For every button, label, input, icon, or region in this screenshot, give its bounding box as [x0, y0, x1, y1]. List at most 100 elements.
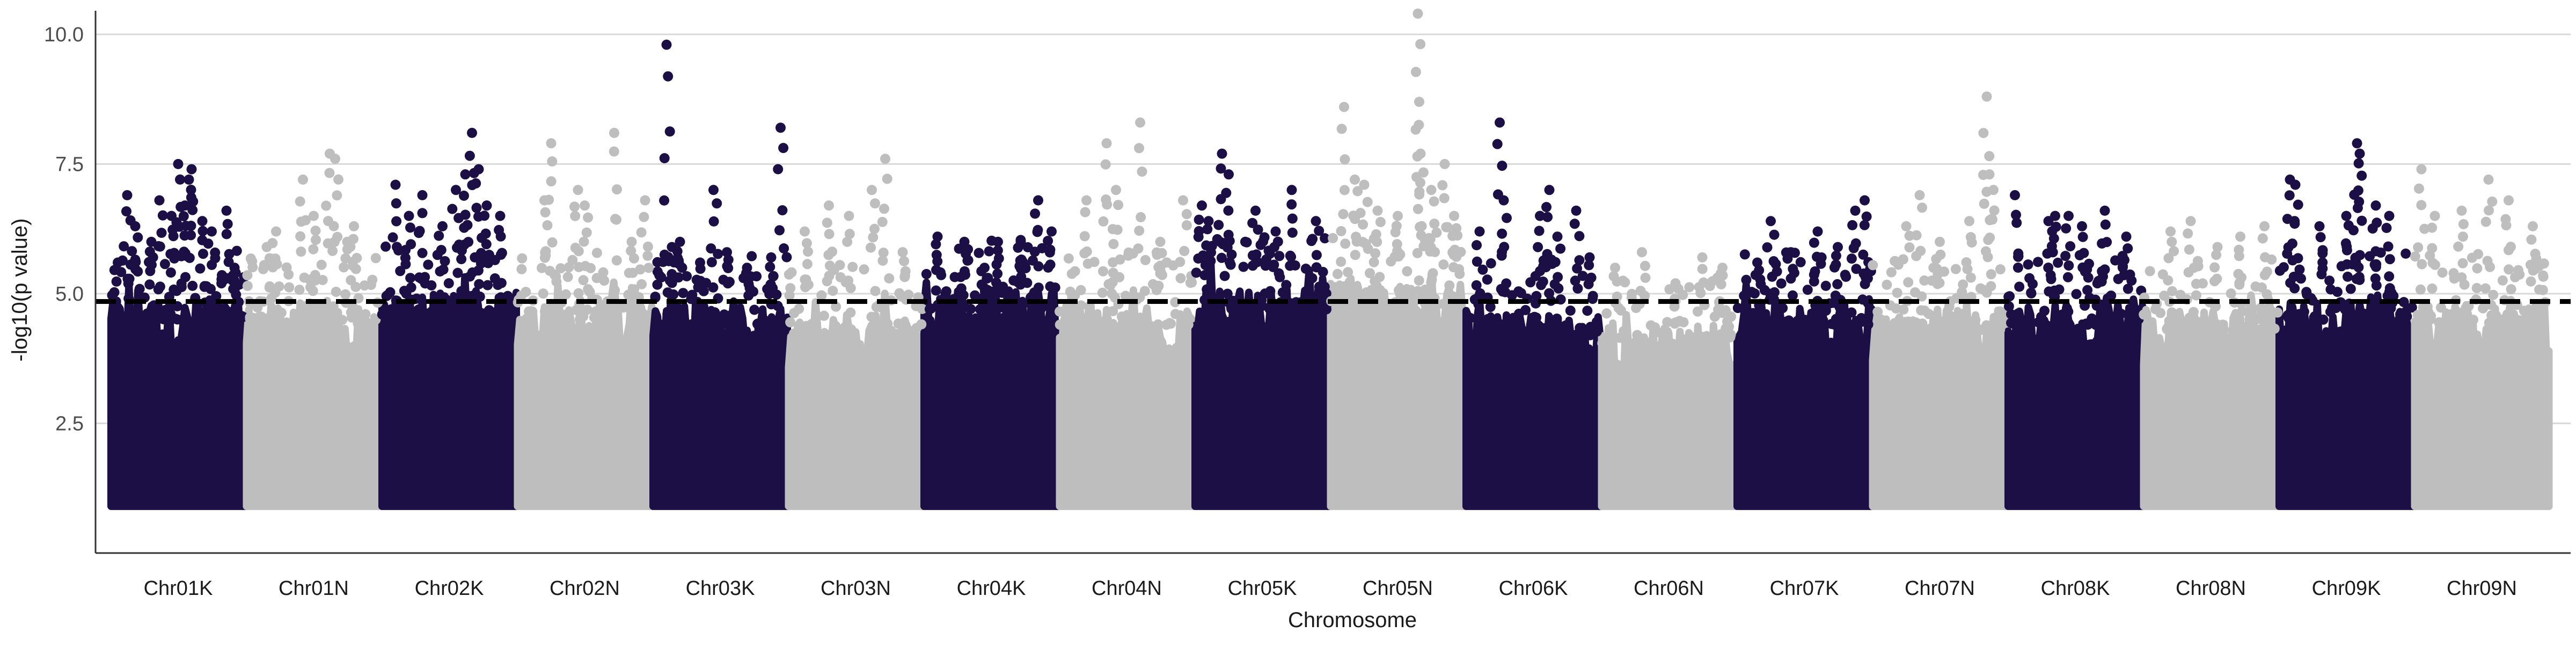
snp-point [1046, 302, 1057, 312]
dense-snp-band [1327, 270, 1469, 510]
snp-point [1203, 269, 1214, 280]
snp-point [2484, 205, 2494, 216]
snp-point [866, 242, 876, 253]
snp-point [1465, 312, 1476, 323]
snp-point [1340, 154, 1350, 165]
snp-point [1414, 120, 1424, 130]
snp-point [2514, 315, 2525, 326]
snp-point [659, 195, 670, 206]
snp-point [2457, 231, 2468, 242]
snp-point [2293, 199, 2303, 210]
snp-point [2448, 268, 2459, 279]
snp-point [1716, 279, 1726, 289]
snp-point [295, 231, 306, 242]
snp-point [2260, 252, 2271, 263]
snp-point [991, 277, 1001, 288]
snp-peak-point [609, 128, 619, 138]
snp-point [2398, 297, 2409, 308]
snp-peak-point [417, 190, 428, 200]
snp-point [1484, 321, 1495, 331]
snp-point [1477, 264, 1488, 275]
snp-point [405, 273, 416, 283]
snp-point [1252, 257, 1263, 267]
snp-peak-point [2290, 179, 2301, 190]
snp-point [581, 227, 592, 238]
axis-layer [94, 11, 2571, 554]
snp-peak-point [390, 179, 401, 190]
snp-point [1982, 252, 1993, 263]
snp-point [299, 272, 310, 283]
x-tick-label: Chr08K [2041, 577, 2110, 600]
snp-point [777, 318, 787, 329]
snp-point [721, 318, 731, 329]
snp-point [828, 286, 838, 296]
snp-point [987, 303, 998, 314]
snp-point [713, 249, 723, 259]
snp-peak-point [2354, 148, 2365, 159]
snp-point [1845, 319, 1855, 330]
snp-point [187, 280, 198, 291]
x-tick-label: Chr01K [144, 577, 213, 600]
snp-point [1846, 307, 1857, 318]
x-tick-labels: Chr01K Chr01N Chr02K Chr02N Chr03K Chr03N Chr0… [144, 577, 2517, 600]
snp-point [1202, 224, 1213, 235]
snp-point [268, 253, 279, 264]
snp-point [1809, 237, 1819, 248]
snp-point [1191, 267, 1202, 278]
snp-point [260, 313, 270, 324]
snp-point [859, 264, 869, 275]
snp-point [2123, 283, 2133, 294]
snp-point [1985, 232, 1995, 243]
snp-point [348, 234, 358, 244]
snp-point [311, 235, 321, 245]
snp-point [1874, 324, 1885, 335]
snp-point [2211, 250, 2222, 260]
snp-point [2434, 318, 2445, 329]
snp-point [2099, 264, 2110, 275]
snp-point [2453, 241, 2464, 252]
dense-snp-band [2004, 294, 2146, 510]
snp-point [1898, 304, 1909, 315]
snp-point [609, 146, 619, 157]
snp-point [2284, 190, 2295, 201]
snp-point [1274, 251, 1285, 261]
snp-point [1904, 242, 1915, 253]
snp-point [2228, 325, 2238, 336]
snp-point [2416, 200, 2427, 210]
snp-point [894, 288, 905, 299]
snp-point [2435, 302, 2446, 313]
snp-point [2383, 241, 2394, 252]
snp-point [578, 275, 589, 286]
snp-point [1555, 243, 1566, 254]
snp-point [2226, 288, 2236, 299]
snp-point [1134, 226, 1145, 236]
snp-point [845, 307, 856, 318]
snp-point [119, 241, 129, 252]
snp-point [1370, 248, 1381, 259]
snp-point [1802, 285, 1813, 295]
snp-point [2526, 276, 2536, 287]
snp-point [1882, 279, 1892, 290]
snp-point [301, 215, 311, 226]
snp-point [1574, 255, 1585, 266]
snp-point [1860, 279, 1870, 289]
snp-point [1448, 262, 1459, 273]
snp-point [321, 200, 332, 211]
snp-point [1705, 339, 1716, 350]
snp-point [1108, 267, 1118, 278]
snp-point [2381, 223, 2392, 233]
snp-peak-point [1270, 226, 1281, 237]
snp-point [847, 261, 858, 272]
snp-peak-point [122, 190, 133, 200]
snp-point [1494, 320, 1504, 331]
snp-peak-point [1981, 91, 1992, 102]
snp-point [1584, 260, 1594, 271]
snp-point [2023, 259, 2033, 270]
snp-point [2102, 237, 2112, 248]
snp-point [611, 255, 622, 266]
snp-peak-point [130, 221, 141, 231]
snp-point [1474, 308, 1484, 319]
snp-point [1915, 245, 1926, 256]
snp-point [2488, 289, 2499, 300]
snp-point [1108, 239, 1119, 249]
